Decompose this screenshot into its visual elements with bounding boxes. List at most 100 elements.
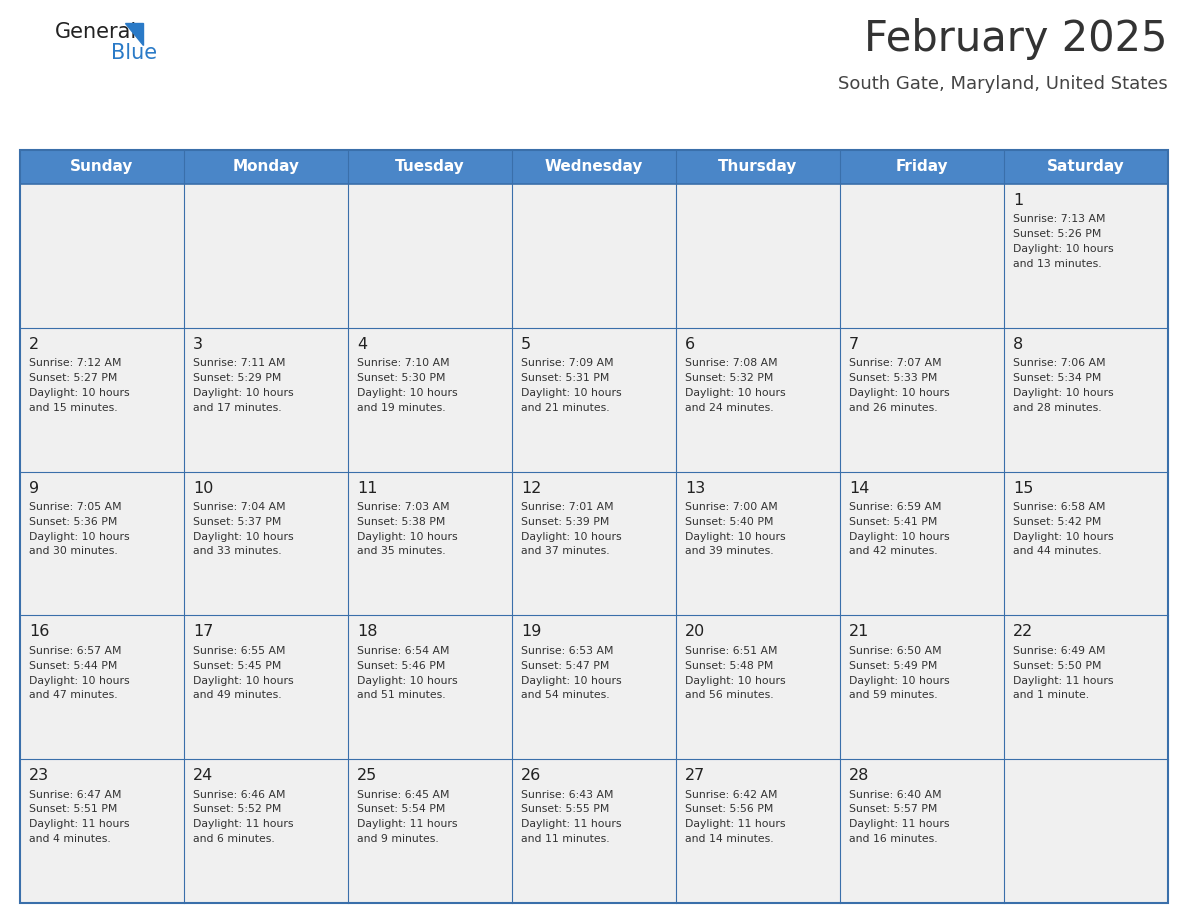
Text: Sunset: 5:57 PM: Sunset: 5:57 PM bbox=[849, 804, 937, 814]
Text: Sunrise: 6:46 AM: Sunrise: 6:46 AM bbox=[192, 789, 285, 800]
Bar bbox=[20, 184, 184, 328]
Text: Daylight: 10 hours: Daylight: 10 hours bbox=[1013, 388, 1113, 397]
Text: and 35 minutes.: and 35 minutes. bbox=[358, 546, 446, 556]
Text: 24: 24 bbox=[192, 768, 214, 783]
Text: 7: 7 bbox=[849, 337, 859, 352]
Bar bbox=[184, 759, 348, 903]
Text: Daylight: 11 hours: Daylight: 11 hours bbox=[29, 819, 129, 829]
Text: Sunset: 5:48 PM: Sunset: 5:48 PM bbox=[685, 661, 773, 671]
Text: Sunset: 5:56 PM: Sunset: 5:56 PM bbox=[685, 804, 773, 814]
Text: 4: 4 bbox=[358, 337, 367, 352]
Bar bbox=[840, 615, 1004, 759]
Text: February 2025: February 2025 bbox=[865, 18, 1168, 60]
Bar bbox=[1004, 759, 1168, 903]
Text: Daylight: 10 hours: Daylight: 10 hours bbox=[849, 676, 949, 686]
Text: Sunset: 5:51 PM: Sunset: 5:51 PM bbox=[29, 804, 118, 814]
Text: Sunrise: 6:59 AM: Sunrise: 6:59 AM bbox=[849, 502, 942, 512]
Text: 5: 5 bbox=[522, 337, 531, 352]
Text: Daylight: 10 hours: Daylight: 10 hours bbox=[522, 388, 621, 397]
Text: Sunset: 5:27 PM: Sunset: 5:27 PM bbox=[29, 373, 118, 383]
Text: Sunset: 5:50 PM: Sunset: 5:50 PM bbox=[1013, 661, 1101, 671]
Bar bbox=[184, 184, 348, 328]
Bar bbox=[184, 615, 348, 759]
Text: 6: 6 bbox=[685, 337, 695, 352]
Text: 8: 8 bbox=[1013, 337, 1023, 352]
Text: and 13 minutes.: and 13 minutes. bbox=[1013, 259, 1101, 269]
Text: and 6 minutes.: and 6 minutes. bbox=[192, 834, 274, 844]
Text: Sunset: 5:41 PM: Sunset: 5:41 PM bbox=[849, 517, 937, 527]
Bar bbox=[676, 615, 840, 759]
Bar bbox=[840, 759, 1004, 903]
Text: Sunrise: 7:07 AM: Sunrise: 7:07 AM bbox=[849, 358, 942, 368]
Text: Daylight: 10 hours: Daylight: 10 hours bbox=[685, 676, 785, 686]
Text: 26: 26 bbox=[522, 768, 542, 783]
Text: Daylight: 10 hours: Daylight: 10 hours bbox=[29, 676, 129, 686]
Text: Daylight: 10 hours: Daylight: 10 hours bbox=[1013, 244, 1113, 254]
Text: and 26 minutes.: and 26 minutes. bbox=[849, 403, 937, 413]
Text: 25: 25 bbox=[358, 768, 378, 783]
Text: Daylight: 10 hours: Daylight: 10 hours bbox=[522, 676, 621, 686]
Text: and 17 minutes.: and 17 minutes. bbox=[192, 403, 282, 413]
Text: Sunrise: 6:47 AM: Sunrise: 6:47 AM bbox=[29, 789, 121, 800]
Text: 21: 21 bbox=[849, 624, 870, 640]
Text: and 16 minutes.: and 16 minutes. bbox=[849, 834, 937, 844]
Bar bbox=[512, 759, 676, 903]
Text: Sunrise: 7:12 AM: Sunrise: 7:12 AM bbox=[29, 358, 121, 368]
Text: Daylight: 11 hours: Daylight: 11 hours bbox=[522, 819, 621, 829]
Text: Daylight: 10 hours: Daylight: 10 hours bbox=[29, 388, 129, 397]
Text: Daylight: 10 hours: Daylight: 10 hours bbox=[192, 532, 293, 542]
Text: and 21 minutes.: and 21 minutes. bbox=[522, 403, 609, 413]
Text: and 24 minutes.: and 24 minutes. bbox=[685, 403, 773, 413]
Bar bbox=[512, 184, 676, 328]
Text: Sunrise: 7:10 AM: Sunrise: 7:10 AM bbox=[358, 358, 449, 368]
Bar bbox=[20, 472, 184, 615]
Text: 13: 13 bbox=[685, 481, 706, 496]
Bar bbox=[512, 472, 676, 615]
Bar bbox=[20, 328, 184, 472]
Text: Daylight: 11 hours: Daylight: 11 hours bbox=[358, 819, 457, 829]
Text: Daylight: 10 hours: Daylight: 10 hours bbox=[849, 532, 949, 542]
Text: 27: 27 bbox=[685, 768, 706, 783]
Text: and 39 minutes.: and 39 minutes. bbox=[685, 546, 773, 556]
Text: Sunset: 5:55 PM: Sunset: 5:55 PM bbox=[522, 804, 609, 814]
Bar bbox=[348, 615, 512, 759]
Text: Sunset: 5:42 PM: Sunset: 5:42 PM bbox=[1013, 517, 1101, 527]
Text: Sunrise: 7:03 AM: Sunrise: 7:03 AM bbox=[358, 502, 449, 512]
Text: and 15 minutes.: and 15 minutes. bbox=[29, 403, 118, 413]
Bar bbox=[676, 759, 840, 903]
Text: Sunrise: 6:42 AM: Sunrise: 6:42 AM bbox=[685, 789, 777, 800]
Text: Sunrise: 6:50 AM: Sunrise: 6:50 AM bbox=[849, 646, 942, 655]
Bar bbox=[512, 328, 676, 472]
Text: Sunrise: 7:06 AM: Sunrise: 7:06 AM bbox=[1013, 358, 1106, 368]
Text: Daylight: 11 hours: Daylight: 11 hours bbox=[685, 819, 785, 829]
Text: Sunset: 5:54 PM: Sunset: 5:54 PM bbox=[358, 804, 446, 814]
Text: Sunset: 5:39 PM: Sunset: 5:39 PM bbox=[522, 517, 609, 527]
Bar bbox=[840, 328, 1004, 472]
Text: Sunrise: 6:57 AM: Sunrise: 6:57 AM bbox=[29, 646, 121, 655]
Text: Daylight: 10 hours: Daylight: 10 hours bbox=[192, 388, 293, 397]
Text: Daylight: 10 hours: Daylight: 10 hours bbox=[685, 532, 785, 542]
Text: Daylight: 11 hours: Daylight: 11 hours bbox=[1013, 676, 1113, 686]
Text: Daylight: 11 hours: Daylight: 11 hours bbox=[849, 819, 949, 829]
Text: Sunset: 5:30 PM: Sunset: 5:30 PM bbox=[358, 373, 446, 383]
Text: Sunrise: 6:45 AM: Sunrise: 6:45 AM bbox=[358, 789, 449, 800]
Text: and 1 minute.: and 1 minute. bbox=[1013, 690, 1089, 700]
Text: Daylight: 10 hours: Daylight: 10 hours bbox=[1013, 532, 1113, 542]
Text: 2: 2 bbox=[29, 337, 39, 352]
Text: Saturday: Saturday bbox=[1047, 160, 1125, 174]
Text: Sunset: 5:45 PM: Sunset: 5:45 PM bbox=[192, 661, 282, 671]
Text: Sunset: 5:29 PM: Sunset: 5:29 PM bbox=[192, 373, 282, 383]
Text: Daylight: 10 hours: Daylight: 10 hours bbox=[358, 388, 457, 397]
Text: 10: 10 bbox=[192, 481, 214, 496]
Text: Sunrise: 6:49 AM: Sunrise: 6:49 AM bbox=[1013, 646, 1106, 655]
Text: Sunset: 5:52 PM: Sunset: 5:52 PM bbox=[192, 804, 282, 814]
Bar bbox=[512, 615, 676, 759]
Text: 20: 20 bbox=[685, 624, 706, 640]
Text: Sunset: 5:31 PM: Sunset: 5:31 PM bbox=[522, 373, 609, 383]
Text: 16: 16 bbox=[29, 624, 50, 640]
Bar bbox=[20, 150, 1168, 184]
Text: Daylight: 11 hours: Daylight: 11 hours bbox=[192, 819, 293, 829]
Text: Sunrise: 7:05 AM: Sunrise: 7:05 AM bbox=[29, 502, 121, 512]
Text: and 33 minutes.: and 33 minutes. bbox=[192, 546, 282, 556]
Text: South Gate, Maryland, United States: South Gate, Maryland, United States bbox=[839, 75, 1168, 93]
